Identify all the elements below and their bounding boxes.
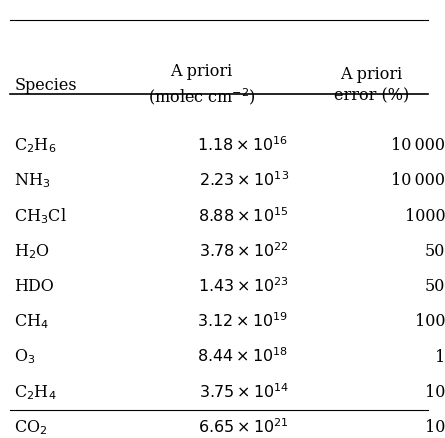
Text: 10: 10	[425, 418, 445, 435]
Text: $3.12 \times 10^{19}$: $3.12 \times 10^{19}$	[198, 312, 289, 330]
Text: H$_2$O: H$_2$O	[14, 241, 50, 260]
Text: CH$_3$Cl: CH$_3$Cl	[14, 206, 67, 226]
Text: A priori
(molec cm$^{-2}$): A priori (molec cm$^{-2}$)	[148, 63, 255, 107]
Text: $6.65 \times 10^{21}$: $6.65 \times 10^{21}$	[198, 417, 289, 436]
Text: C$_2$H$_6$: C$_2$H$_6$	[14, 136, 57, 155]
Text: 100: 100	[415, 313, 445, 330]
Text: O$_3$: O$_3$	[14, 347, 36, 366]
Text: CO$_2$: CO$_2$	[14, 417, 48, 436]
Text: $3.75 \times 10^{14}$: $3.75 \times 10^{14}$	[198, 382, 289, 401]
Text: HDO: HDO	[14, 278, 54, 294]
Text: $8.88 \times 10^{15}$: $8.88 \times 10^{15}$	[198, 206, 289, 225]
Text: A priori
error (%): A priori error (%)	[334, 65, 409, 105]
Text: CH$_4$: CH$_4$	[14, 312, 49, 330]
Text: $8.44 \times 10^{18}$: $8.44 \times 10^{18}$	[198, 347, 289, 366]
Text: $2.23 \times 10^{13}$: $2.23 \times 10^{13}$	[198, 171, 289, 190]
Text: 1: 1	[435, 348, 445, 365]
Text: NH$_3$: NH$_3$	[14, 171, 51, 190]
Text: 50: 50	[425, 278, 445, 294]
Text: 50: 50	[425, 242, 445, 259]
Text: $1.18 \times 10^{16}$: $1.18 \times 10^{16}$	[198, 136, 289, 155]
Text: 10 000: 10 000	[392, 172, 445, 189]
Text: 10 000: 10 000	[392, 137, 445, 154]
Text: C$_2$H$_4$: C$_2$H$_4$	[14, 382, 57, 401]
Text: Species: Species	[14, 77, 77, 93]
Text: $3.78 \times 10^{22}$: $3.78 \times 10^{22}$	[199, 241, 289, 260]
Text: 1000: 1000	[405, 207, 445, 224]
Text: 10: 10	[425, 383, 445, 400]
Text: $1.43 \times 10^{23}$: $1.43 \times 10^{23}$	[198, 277, 289, 295]
